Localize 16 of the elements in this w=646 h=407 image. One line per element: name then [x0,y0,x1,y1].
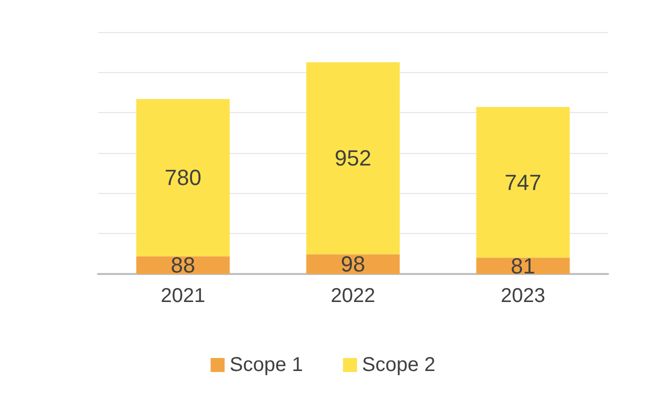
data-label: 88 [170,252,196,278]
bar [476,258,570,274]
bar [136,98,230,256]
legend-label: Scope 2 [362,354,436,376]
data-label: 81 [510,253,536,278]
bar [306,62,400,254]
data-label: 780 [164,165,202,190]
x-tick-label: 2023 [500,285,546,307]
data-label: 952 [334,146,372,171]
bar [306,254,400,274]
legend-label: Scope 1 [230,354,303,376]
bar [476,107,570,258]
x-tick-label: 2022 [330,285,376,307]
x-tick-label: 2021 [160,285,206,307]
data-label: 747 [504,170,542,195]
data-label: 98 [340,252,366,277]
